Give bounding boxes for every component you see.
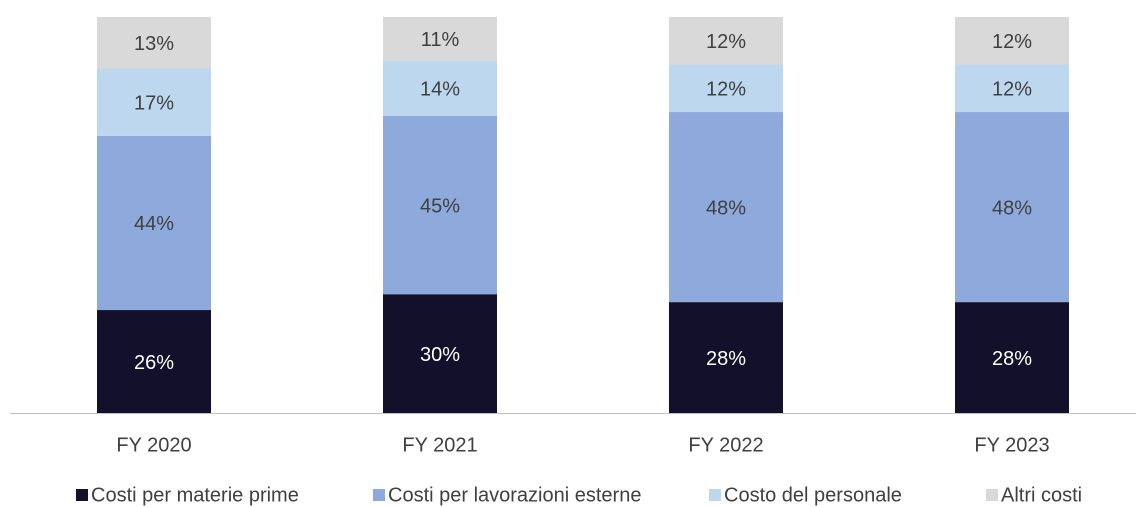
x-tick-label: FY 2020 [116,434,191,456]
data-label: 48% [706,197,746,219]
x-tick-label: FY 2023 [974,434,1049,456]
bar-segment [669,64,783,113]
data-label: 12% [706,79,746,101]
x-tick-label: FY 2022 [688,434,763,456]
data-label: 14% [420,79,460,101]
bar-segment [97,135,211,311]
bar-segment [955,64,1069,113]
bar-segment [97,17,211,69]
legend-label: Costo del personale [724,484,902,506]
data-label: 28% [706,348,746,370]
bar-segment [97,68,211,136]
bar-segment [669,112,783,303]
bar-segment [955,112,1069,303]
legend-swatch [76,489,88,501]
legend-swatch [373,489,385,501]
data-label: 13% [134,33,174,55]
data-label: 45% [420,195,460,217]
bar-segment [955,17,1069,65]
legend-label: Costi per materie prime [91,484,299,506]
data-label: 17% [134,92,174,114]
data-label: 44% [134,213,174,235]
data-label: 48% [992,197,1032,219]
data-label: 12% [992,31,1032,53]
legend-label: Costi per lavorazioni esterne [388,484,641,506]
data-label: 11% [421,29,460,51]
bar-segment [955,302,1069,413]
bar-segment [383,116,497,295]
data-label: 30% [420,344,460,366]
data-label: 26% [134,352,174,374]
bar-segment [669,302,783,413]
bar-segment [383,294,497,413]
bar-segment [383,17,497,61]
data-label: 12% [706,31,746,53]
legend-label: Altri costi [1001,484,1082,506]
bar-segment [383,60,497,116]
bar-segment [97,310,211,413]
legend-swatch [709,489,721,501]
data-label: 28% [992,348,1032,370]
legend-swatch [986,489,998,501]
data-label: 12% [992,79,1032,101]
bar-segment [669,17,783,65]
x-tick-label: FY 2021 [402,434,477,456]
